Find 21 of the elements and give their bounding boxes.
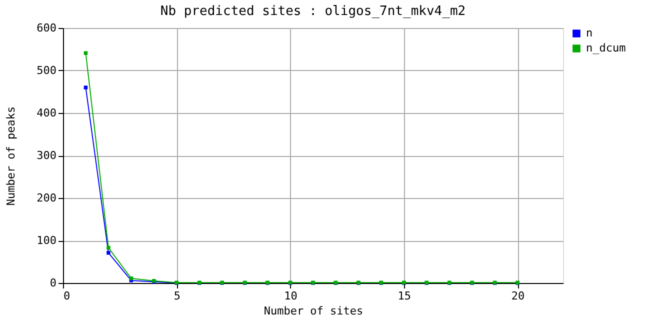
y-tick-label: 300 <box>36 149 56 162</box>
point <box>106 250 110 255</box>
x-axis-title: Number of sites <box>264 304 364 318</box>
y-tick-label: 0 <box>50 276 56 290</box>
point <box>106 246 110 250</box>
y-axis-title: Number of peaks <box>4 106 18 206</box>
y-tick-label: 100 <box>36 234 56 247</box>
x-tick-label: 15 <box>398 290 412 302</box>
point <box>84 86 88 90</box>
x-tick-label: 10 <box>284 290 298 302</box>
y-tick-label: 600 <box>36 22 56 34</box>
chart-title: Nb predicted sites : oligos_7nt_mkv4_m2 <box>160 4 466 19</box>
x-tick-label: 5 <box>174 290 180 302</box>
y-tick-label: 400 <box>36 106 56 120</box>
x-tick-label: 0 <box>64 290 70 302</box>
y-tick-label: 500 <box>36 64 56 77</box>
y-tick-label: 200 <box>36 192 56 204</box>
point <box>84 51 88 55</box>
legend-label: n_dcum <box>586 42 626 54</box>
legend-label: n <box>586 26 593 40</box>
x-tick-label: 20 <box>511 290 525 302</box>
